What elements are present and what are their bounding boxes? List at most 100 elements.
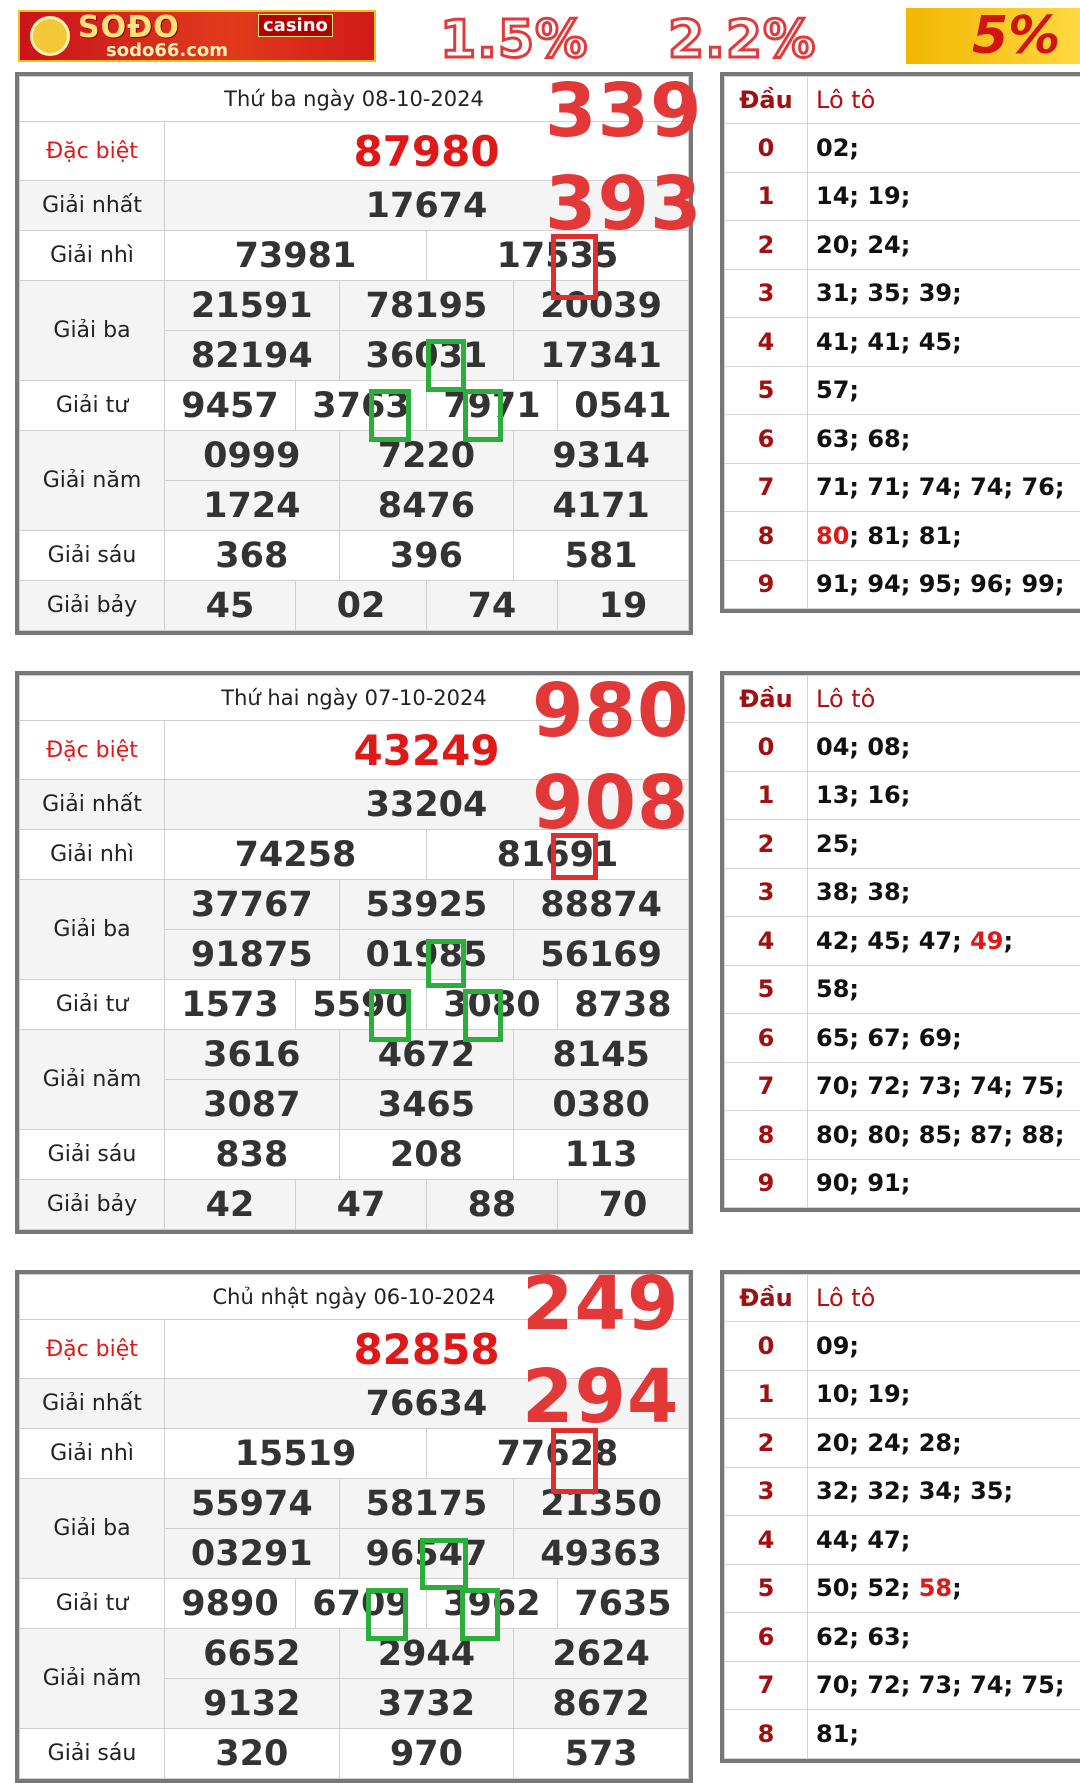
loto-dau: 5 xyxy=(725,366,808,415)
prize-number: 6652 xyxy=(165,1629,340,1679)
green-highlight-box xyxy=(463,389,503,442)
casino-banner[interactable]: SOĐO casino sodo66.com 1.5% 2.2% 5% xyxy=(0,0,1080,66)
prize-number: 20039 xyxy=(514,281,689,331)
separator: ; xyxy=(849,1574,867,1602)
loto-dau: 3 xyxy=(725,1467,808,1516)
prize-number: 91875 xyxy=(165,930,340,980)
prize-number: 56169 xyxy=(514,930,689,980)
loto-dau: 8 xyxy=(725,1111,808,1160)
separator: ; xyxy=(1055,570,1065,598)
loto-number: 74 xyxy=(919,473,952,501)
prize-number: 320 xyxy=(165,1729,340,1779)
prize-label: Giải ba xyxy=(20,281,165,381)
separator: ; xyxy=(1003,1477,1013,1505)
separator: ; xyxy=(901,1574,919,1602)
red-highlight-box xyxy=(551,1428,598,1494)
prize-number: 37767 xyxy=(165,880,340,930)
loto-items: 41; 41; 45; xyxy=(808,318,1080,367)
separator: ; xyxy=(849,733,867,761)
rate-2: 2.2% xyxy=(668,14,816,66)
separator: ; xyxy=(849,425,867,453)
prize-label: Giải nhất xyxy=(20,780,165,830)
prize-label: Giải nhì xyxy=(20,1429,165,1479)
loto-items: 25; xyxy=(808,820,1080,869)
separator: ; xyxy=(849,473,867,501)
loto-head-loto: Lô tô xyxy=(808,77,1080,124)
prize-number: 49363 xyxy=(514,1529,689,1579)
loto-number: 58 xyxy=(816,975,849,1003)
separator: ; xyxy=(901,1121,919,1149)
separator: ; xyxy=(901,328,919,356)
separator: ; xyxy=(1003,927,1013,955)
loto-number: 50 xyxy=(816,1574,849,1602)
loto-head-loto: Lô tô xyxy=(808,1275,1080,1322)
loto-number: 70 xyxy=(816,1072,849,1100)
prize-number: 8672 xyxy=(514,1679,689,1729)
loto-number: 70 xyxy=(816,1671,849,1699)
prize-number: 88 xyxy=(426,1180,557,1230)
loto-number: 16 xyxy=(867,781,900,809)
prize-number: 1573 xyxy=(165,980,296,1030)
loto-items: 20; 24; xyxy=(808,221,1080,270)
annotation-number: 294 xyxy=(522,1360,679,1434)
loto-number: 35 xyxy=(867,279,900,307)
prize-number: 21591 xyxy=(165,281,340,331)
prize-number: 581 xyxy=(514,531,689,581)
loto-items: 13; 16; xyxy=(808,771,1080,820)
loto-number: 38 xyxy=(867,878,900,906)
loto-dau: 3 xyxy=(725,269,808,318)
prize-number: 396 xyxy=(339,531,514,581)
annotation-number: 393 xyxy=(545,167,702,241)
loto-dau: 4 xyxy=(725,1516,808,1565)
separator: ; xyxy=(849,570,867,598)
separator: ; xyxy=(849,1332,859,1360)
separator: ; xyxy=(952,279,962,307)
prize-number: 78195 xyxy=(339,281,514,331)
coin-icon xyxy=(30,16,70,56)
casino-tag: casino xyxy=(258,14,333,37)
separator: ; xyxy=(849,1477,867,1505)
separator: ; xyxy=(849,1169,867,1197)
prize-label: Giải sáu xyxy=(20,531,165,581)
loto-number: 52 xyxy=(867,1574,900,1602)
separator: ; xyxy=(849,376,859,404)
loto-number: 42 xyxy=(816,927,849,955)
separator: ; xyxy=(849,1526,867,1554)
prize-label: Giải nhì xyxy=(20,830,165,880)
prize-number: 9314 xyxy=(514,431,689,481)
red-highlight-box xyxy=(551,234,598,300)
separator: ; xyxy=(1003,570,1021,598)
loto-items: 42; 45; 47; 49; xyxy=(808,917,1080,966)
loto-dau: 8 xyxy=(725,1710,808,1759)
loto-number: 32 xyxy=(867,1477,900,1505)
separator: ; xyxy=(849,1072,867,1100)
separator: ; xyxy=(1003,1121,1021,1149)
rate-3-badge[interactable]: 5% xyxy=(906,8,1080,64)
loto-number: 24 xyxy=(867,1429,900,1457)
rate-1: 1.5% xyxy=(440,14,588,66)
loto-dau: 1 xyxy=(725,1370,808,1419)
loto-number: 71 xyxy=(816,473,849,501)
separator: ; xyxy=(901,1072,919,1100)
prize-number: 3087 xyxy=(165,1080,340,1130)
loto-number: 80 xyxy=(867,1121,900,1149)
loto-number: 02 xyxy=(816,134,849,162)
loto-number: 09 xyxy=(816,1332,849,1360)
sodo-logo[interactable]: SOĐO casino sodo66.com xyxy=(18,10,376,62)
prize-number: 03291 xyxy=(165,1529,340,1579)
separator: ; xyxy=(901,182,911,210)
loto-head-loto: Lô tô xyxy=(808,676,1080,723)
separator: ; xyxy=(901,1671,919,1699)
separator: ; xyxy=(849,1024,867,1052)
loto-items: 58; xyxy=(808,965,1080,1014)
loto-number: 75 xyxy=(1021,1072,1054,1100)
loto-dau: 7 xyxy=(725,1062,808,1111)
loto-number: 74 xyxy=(970,1671,1003,1699)
prize-number: 02 xyxy=(295,581,426,631)
separator: ; xyxy=(849,927,867,955)
loto-dau: 5 xyxy=(725,965,808,1014)
